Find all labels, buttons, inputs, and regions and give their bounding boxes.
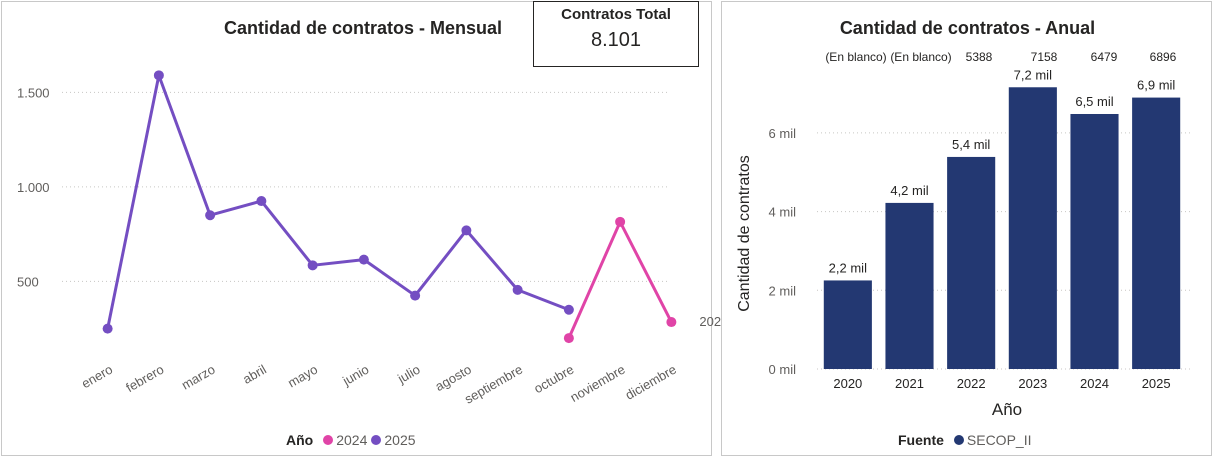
x-tick-label: 2023 xyxy=(1018,376,1047,391)
x-tick-label: agosto xyxy=(433,362,474,395)
bar-data-label: 6,5 mil xyxy=(1075,94,1113,109)
annual-legend-title: Fuente xyxy=(898,432,944,448)
x-tick-label: abril xyxy=(240,362,269,387)
card-value: 8.101 xyxy=(590,29,642,51)
y-tick-label: 2 mil xyxy=(769,283,797,298)
card-label: Contratos Total xyxy=(561,6,671,23)
monthly-chart-title: Cantidad de contratos - Mensual xyxy=(223,18,503,38)
data-point-2024 xyxy=(615,216,626,227)
data-point-2024 xyxy=(563,333,574,344)
legend-dot-2024[interactable] xyxy=(323,435,334,445)
bar-2025 xyxy=(1132,97,1181,370)
y-tick-label: 6 mil xyxy=(769,126,797,141)
x-tick-label: 2020 xyxy=(833,376,862,391)
bar-data-label: 6,9 mil xyxy=(1137,78,1175,93)
y-tick-label: 1.000 xyxy=(17,180,50,195)
legend-dot-2025[interactable] xyxy=(371,435,382,445)
bar-data-label: 2,2 mil xyxy=(829,260,867,275)
bar-2023 xyxy=(1008,87,1057,369)
data-point-2025 xyxy=(563,304,574,315)
x-tick-label: 2022 xyxy=(957,376,986,391)
monthly-legend: Año 2024 2025 xyxy=(286,432,416,448)
x-tick-label: 2021 xyxy=(895,376,924,391)
bar-2020 xyxy=(823,280,872,369)
total-contracts-card: Contratos Total 8.101 xyxy=(533,1,699,67)
x-axis-title: Año xyxy=(992,400,1022,419)
legend-label-2024[interactable]: 2024 xyxy=(336,432,368,448)
monthly-legend-title: Año xyxy=(286,432,314,448)
data-point-2025 xyxy=(153,70,164,81)
annual-legend: Fuente SECOP_II xyxy=(898,432,1031,448)
x-tick-label: marzo xyxy=(179,362,218,393)
data-point-2025 xyxy=(461,225,472,236)
top-label: 6479 xyxy=(1091,50,1118,64)
data-point-2025 xyxy=(410,290,421,301)
annual-bar-chart: 0 mil 2 mil 4 mil 6 mil Cantidad de contrato… xyxy=(736,50,1192,419)
y-tick-label: 0 mil xyxy=(769,362,797,377)
bar-data-label: 5,4 mil xyxy=(952,137,990,152)
top-label: 6896 xyxy=(1150,50,1177,64)
annual-chart-title: Cantidad de contratos - Anual xyxy=(839,18,1096,38)
series-line-2024 xyxy=(567,220,673,339)
y-tick-label: 500 xyxy=(17,274,39,289)
data-point-2024 xyxy=(666,317,677,328)
bar-2022 xyxy=(947,156,996,369)
x-tick-label: septiembre xyxy=(462,362,525,407)
x-tick-label: 2025 xyxy=(1142,376,1171,391)
top-label: 5388 xyxy=(966,50,993,64)
series-line-2025 xyxy=(106,73,570,329)
legend-dot-secop[interactable] xyxy=(953,435,964,445)
x-tick-label: enero xyxy=(79,362,115,392)
x-tick-label: noviembre xyxy=(568,362,628,405)
x-tick-label: mayo xyxy=(285,362,320,391)
y-tick-label: 1.500 xyxy=(17,85,50,100)
x-tick-label: diciembre xyxy=(623,362,679,403)
bar-data-label: 4,2 mil xyxy=(890,183,928,198)
legend-label-2025[interactable]: 2025 xyxy=(384,432,416,448)
top-label: 7158 xyxy=(1031,50,1058,64)
top-label: (En blanco) xyxy=(825,50,886,64)
x-tick-label: julio xyxy=(394,362,422,387)
y-axis-title: Cantidad de contratos xyxy=(736,155,753,312)
data-point-2025 xyxy=(512,284,523,295)
annual-chart-panel: Cantidad de contratos - Anual 0 mil 2 mil… xyxy=(721,1,1212,456)
data-point-2025 xyxy=(307,260,318,271)
data-point-2025 xyxy=(205,210,216,221)
legend-label-secop[interactable]: SECOP_II xyxy=(966,432,1032,448)
bar-2024 xyxy=(1070,113,1119,370)
monthly-chart-panel: Cantidad de contratos - Mensual 500 1.000… xyxy=(1,1,728,456)
data-point-2025 xyxy=(102,323,113,334)
x-tick-label: 2024 xyxy=(1080,376,1109,391)
x-tick-label: junio xyxy=(339,362,371,389)
top-label: (En blanco) xyxy=(890,50,951,64)
data-point-2025 xyxy=(256,196,267,207)
x-tick-label: febrero xyxy=(123,362,166,396)
y-tick-label: 4 mil xyxy=(769,205,797,220)
bar-data-label: 7,2 mil xyxy=(1014,67,1052,82)
bar-2021 xyxy=(885,202,934,369)
data-point-2025 xyxy=(358,254,369,265)
